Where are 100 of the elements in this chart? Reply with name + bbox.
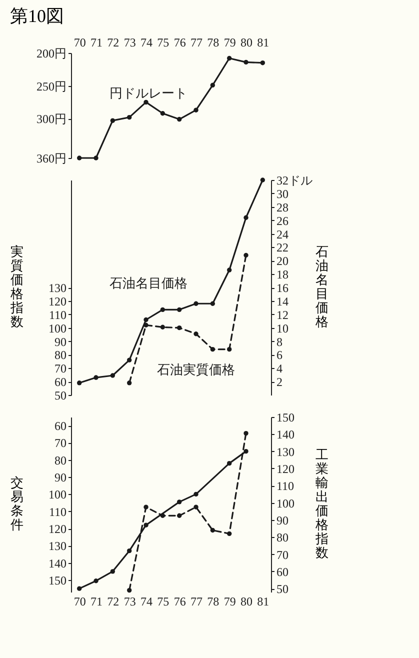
point <box>244 448 248 454</box>
y-tick-label: 130 <box>48 539 66 554</box>
point <box>226 531 232 536</box>
point <box>126 114 132 120</box>
y2-tick-label: 6 <box>276 348 282 362</box>
y-tick-label: 90 <box>54 334 66 349</box>
point <box>210 82 216 88</box>
point <box>226 460 232 466</box>
y-tick-label: 110 <box>48 504 66 519</box>
point <box>160 307 166 312</box>
y-tick-label: 150 <box>48 573 66 588</box>
y-tick-label: 50 <box>54 388 66 402</box>
y2-tick-label: 110 <box>276 479 294 494</box>
point <box>244 215 248 220</box>
point <box>160 111 166 116</box>
y2-tick-label: 150 <box>276 410 294 424</box>
point <box>126 588 132 593</box>
point <box>210 301 216 306</box>
point <box>144 322 148 328</box>
y-tick-label: 100 <box>48 488 66 502</box>
y-tick-label: 250円 <box>36 79 66 94</box>
x-tick-label: 75 <box>157 36 170 50</box>
y2-tick-label: 120 <box>276 462 294 476</box>
x-tick-label: 77 <box>190 36 202 50</box>
x-tick-label: 80 <box>240 36 252 50</box>
y2-tick-label: 16 <box>276 281 288 295</box>
x-tick-label: 76 <box>174 594 186 608</box>
y-tick-label: 60 <box>54 419 66 434</box>
y-tick-label: 300円 <box>36 112 66 126</box>
x-tick-label: 74 <box>140 594 152 608</box>
y2-axis-title: 工業輸出価格指数 <box>314 447 328 560</box>
y2-tick-label: 60 <box>276 564 288 579</box>
point <box>144 100 148 105</box>
y2-tick-label: 12 <box>276 308 288 322</box>
y2-tick-label: 70 <box>276 548 288 562</box>
x-tick-label: 73 <box>124 36 136 50</box>
y2-tick-label: 18 <box>276 268 288 282</box>
x-tick-label: 76 <box>174 36 186 50</box>
point <box>76 156 82 160</box>
point <box>244 252 248 258</box>
y-tick-label: 70 <box>54 436 66 450</box>
point <box>144 522 148 528</box>
y-tick-label: 80 <box>54 348 66 362</box>
y2-axis-title: 石油名目価格 <box>314 244 328 329</box>
x-tick-label: 79 <box>224 594 236 608</box>
y2-tick-label: 30 <box>276 186 288 201</box>
y-tick-label: 80 <box>54 453 66 468</box>
point <box>110 569 116 574</box>
point <box>194 301 198 306</box>
point <box>160 324 166 330</box>
x-tick-label: 78 <box>207 36 220 50</box>
point <box>194 504 198 510</box>
x-tick-label: 81 <box>257 36 270 50</box>
y-tick-label: 200円 <box>36 46 66 60</box>
point <box>76 380 82 386</box>
point <box>94 375 98 380</box>
y-tick-label: 100 <box>48 321 66 336</box>
y2-tick-label: 90 <box>276 513 288 528</box>
x-tick-label: 71 <box>90 594 102 608</box>
point <box>176 325 182 330</box>
y-axis-title: 交易条件 <box>10 475 24 532</box>
y-tick-label: 120 <box>48 522 66 536</box>
y-tick-label: 70 <box>54 362 66 376</box>
y2-tick-label: 14 <box>276 294 288 308</box>
point <box>226 56 232 61</box>
y2-tick-label: 20 <box>276 254 288 268</box>
y-tick-label: 110 <box>48 308 66 322</box>
y2-tick-label: 24 <box>276 227 288 242</box>
point <box>194 492 198 497</box>
point <box>176 307 182 312</box>
point <box>176 500 182 504</box>
x-tick-label: 77 <box>190 594 202 608</box>
y2-tick-label: 2 <box>276 375 282 390</box>
point <box>210 528 216 533</box>
point <box>126 358 132 362</box>
y-tick-label: 120 <box>48 294 66 308</box>
point <box>110 118 116 123</box>
y-axis-title: 実質価格指数 <box>10 244 24 329</box>
series-label: 円ドルレート <box>109 85 188 100</box>
y2-tick-label: 22 <box>276 240 288 255</box>
x-tick-label: 72 <box>107 594 120 608</box>
point <box>194 108 198 112</box>
point <box>94 156 98 160</box>
x-tick-label: 70 <box>74 36 86 50</box>
point <box>194 332 198 336</box>
y2-tick-label: 4 <box>276 362 282 376</box>
x-tick-label: 74 <box>140 36 152 50</box>
point <box>126 548 132 554</box>
y2-tick-label: 100 <box>276 496 294 510</box>
x-tick-label: 79 <box>224 36 236 50</box>
x-tick-label: 81 <box>257 594 270 608</box>
point <box>126 380 132 386</box>
y2-tick-label: 32ドル <box>276 174 312 188</box>
point <box>260 178 266 182</box>
y2-tick-label: 80 <box>276 530 288 545</box>
point <box>260 60 266 66</box>
point <box>76 586 82 591</box>
x-tick-label: 73 <box>124 594 136 608</box>
y-tick-label: 90 <box>54 470 66 485</box>
point <box>176 513 182 518</box>
